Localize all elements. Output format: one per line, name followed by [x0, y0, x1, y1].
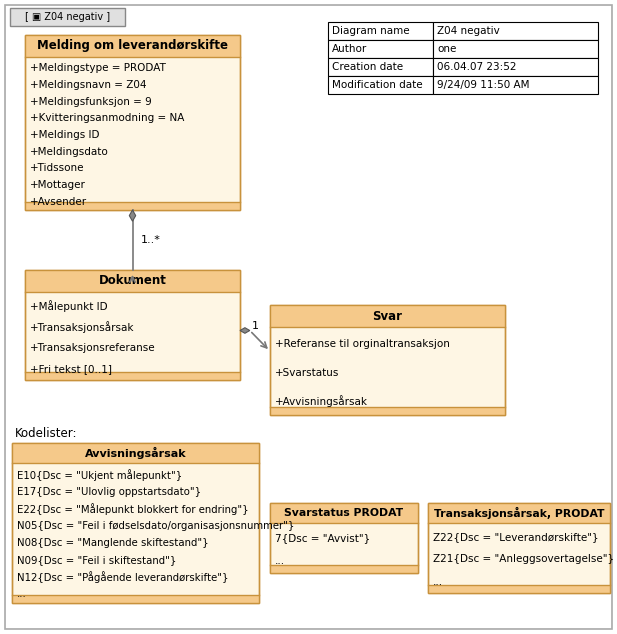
Bar — [270, 503, 418, 523]
Text: E22{Dsc = "Målepunkt blokkert for endring"}: E22{Dsc = "Målepunkt blokkert for endrin… — [17, 503, 249, 515]
Text: +Meldingstype = PRODAT: +Meldingstype = PRODAT — [30, 63, 166, 74]
Bar — [428, 503, 610, 523]
Bar — [25, 202, 240, 210]
Text: 06.04.07 23:52: 06.04.07 23:52 — [437, 62, 516, 72]
Bar — [270, 305, 505, 415]
Bar — [433, 76, 598, 94]
Bar — [25, 35, 240, 57]
Text: Z22{Dsc = "Leverandørskifte"}: Z22{Dsc = "Leverandørskifte"} — [433, 532, 598, 542]
Bar — [12, 443, 259, 603]
Text: Svarstatus PRODAT: Svarstatus PRODAT — [284, 508, 404, 518]
Text: +Avvisningsårsak: +Avvisningsårsak — [275, 395, 368, 407]
Bar — [270, 407, 505, 415]
Bar — [433, 58, 598, 76]
Text: [ ▣ Z04 negativ ]: [ ▣ Z04 negativ ] — [25, 12, 110, 22]
Text: ...: ... — [17, 590, 27, 599]
Text: Z21{Dsc = "Anleggsovertagelse"}: Z21{Dsc = "Anleggsovertagelse"} — [433, 555, 614, 564]
Bar — [433, 40, 598, 58]
Text: +Transaksjonsreferanse: +Transaksjonsreferanse — [30, 343, 155, 353]
Bar — [25, 270, 240, 292]
Bar — [270, 503, 418, 573]
Text: E10{Dsc = "Ukjent målepunkt"}: E10{Dsc = "Ukjent målepunkt"} — [17, 469, 182, 481]
FancyBboxPatch shape — [10, 8, 125, 26]
Text: N08{Dsc = "Manglende skiftestand"}: N08{Dsc = "Manglende skiftestand"} — [17, 538, 209, 548]
Bar — [12, 595, 259, 603]
Text: +Referanse til orginaltransaksjon: +Referanse til orginaltransaksjon — [275, 339, 450, 349]
Text: Transaksjonsårsak, PRODAT: Transaksjonsårsak, PRODAT — [434, 507, 604, 519]
Bar — [25, 372, 240, 380]
Text: ...: ... — [433, 577, 443, 587]
Bar — [428, 585, 610, 593]
Bar — [270, 305, 505, 415]
Text: +Målepunkt ID: +Målepunkt ID — [30, 300, 107, 311]
Bar — [25, 270, 240, 380]
Text: Creation date: Creation date — [332, 62, 403, 72]
Bar — [428, 503, 610, 593]
Polygon shape — [130, 210, 136, 221]
Bar — [328, 22, 433, 40]
Polygon shape — [240, 328, 250, 333]
Bar — [270, 565, 418, 573]
Text: Melding om leverandørskifte: Melding om leverandørskifte — [37, 39, 228, 53]
Text: N09{Dsc = "Feil i skiftestand"}: N09{Dsc = "Feil i skiftestand"} — [17, 555, 176, 565]
Text: Avvisningsårsak: Avvisningsårsak — [85, 447, 186, 459]
Bar — [328, 40, 433, 58]
Text: 9/24/09 11:50 AM: 9/24/09 11:50 AM — [437, 80, 529, 90]
Bar — [328, 76, 433, 94]
Text: Author: Author — [332, 44, 367, 54]
Bar — [25, 35, 240, 210]
Text: Dokument: Dokument — [99, 275, 167, 287]
Text: +Tidssone: +Tidssone — [30, 164, 85, 173]
Bar — [433, 22, 598, 40]
Text: +Meldingsfunksjon = 9: +Meldingsfunksjon = 9 — [30, 96, 152, 107]
Text: one: one — [437, 44, 457, 54]
Bar — [12, 443, 259, 463]
Text: E17{Dsc = "Ulovlig oppstartsdato"}: E17{Dsc = "Ulovlig oppstartsdato"} — [17, 487, 201, 496]
Text: Svar: Svar — [373, 309, 402, 323]
Text: +Svarstatus: +Svarstatus — [275, 368, 339, 377]
Text: +Avsender: +Avsender — [30, 197, 87, 207]
Bar — [12, 443, 259, 603]
Text: +Fri tekst [0..1]: +Fri tekst [0..1] — [30, 365, 112, 374]
Bar — [428, 503, 610, 593]
Text: +Mottager: +Mottager — [30, 180, 86, 190]
Bar — [328, 58, 433, 76]
Text: 1: 1 — [252, 321, 259, 331]
Text: +Meldings ID: +Meldings ID — [30, 130, 99, 140]
Text: Modification date: Modification date — [332, 80, 423, 90]
Text: +Transaksjonsårsak: +Transaksjonsårsak — [30, 321, 135, 333]
Bar — [25, 270, 240, 380]
Text: 7{Dsc = "Avvist"}: 7{Dsc = "Avvist"} — [275, 533, 370, 543]
Text: Diagram name: Diagram name — [332, 26, 410, 36]
Text: 1..*: 1..* — [141, 235, 160, 245]
Text: N12{Dsc = "Pågående leverandørskifte"}: N12{Dsc = "Pågående leverandørskifte"} — [17, 571, 228, 583]
Bar — [270, 305, 505, 327]
Text: Z04 negativ: Z04 negativ — [437, 26, 500, 36]
Bar — [270, 503, 418, 573]
Text: +Kvitteringsanmodning = NA: +Kvitteringsanmodning = NA — [30, 113, 184, 124]
Text: Kodelister:: Kodelister: — [15, 427, 78, 440]
Text: ...: ... — [275, 556, 285, 566]
Bar — [25, 35, 240, 210]
Text: N05{Dsc = "Feil i fødselsdato/organisasjonsnummer"}: N05{Dsc = "Feil i fødselsdato/organisasj… — [17, 521, 294, 531]
Text: +Meldingsdato: +Meldingsdato — [30, 146, 109, 157]
Text: +Meldingsnavn = Z04: +Meldingsnavn = Z04 — [30, 80, 146, 90]
